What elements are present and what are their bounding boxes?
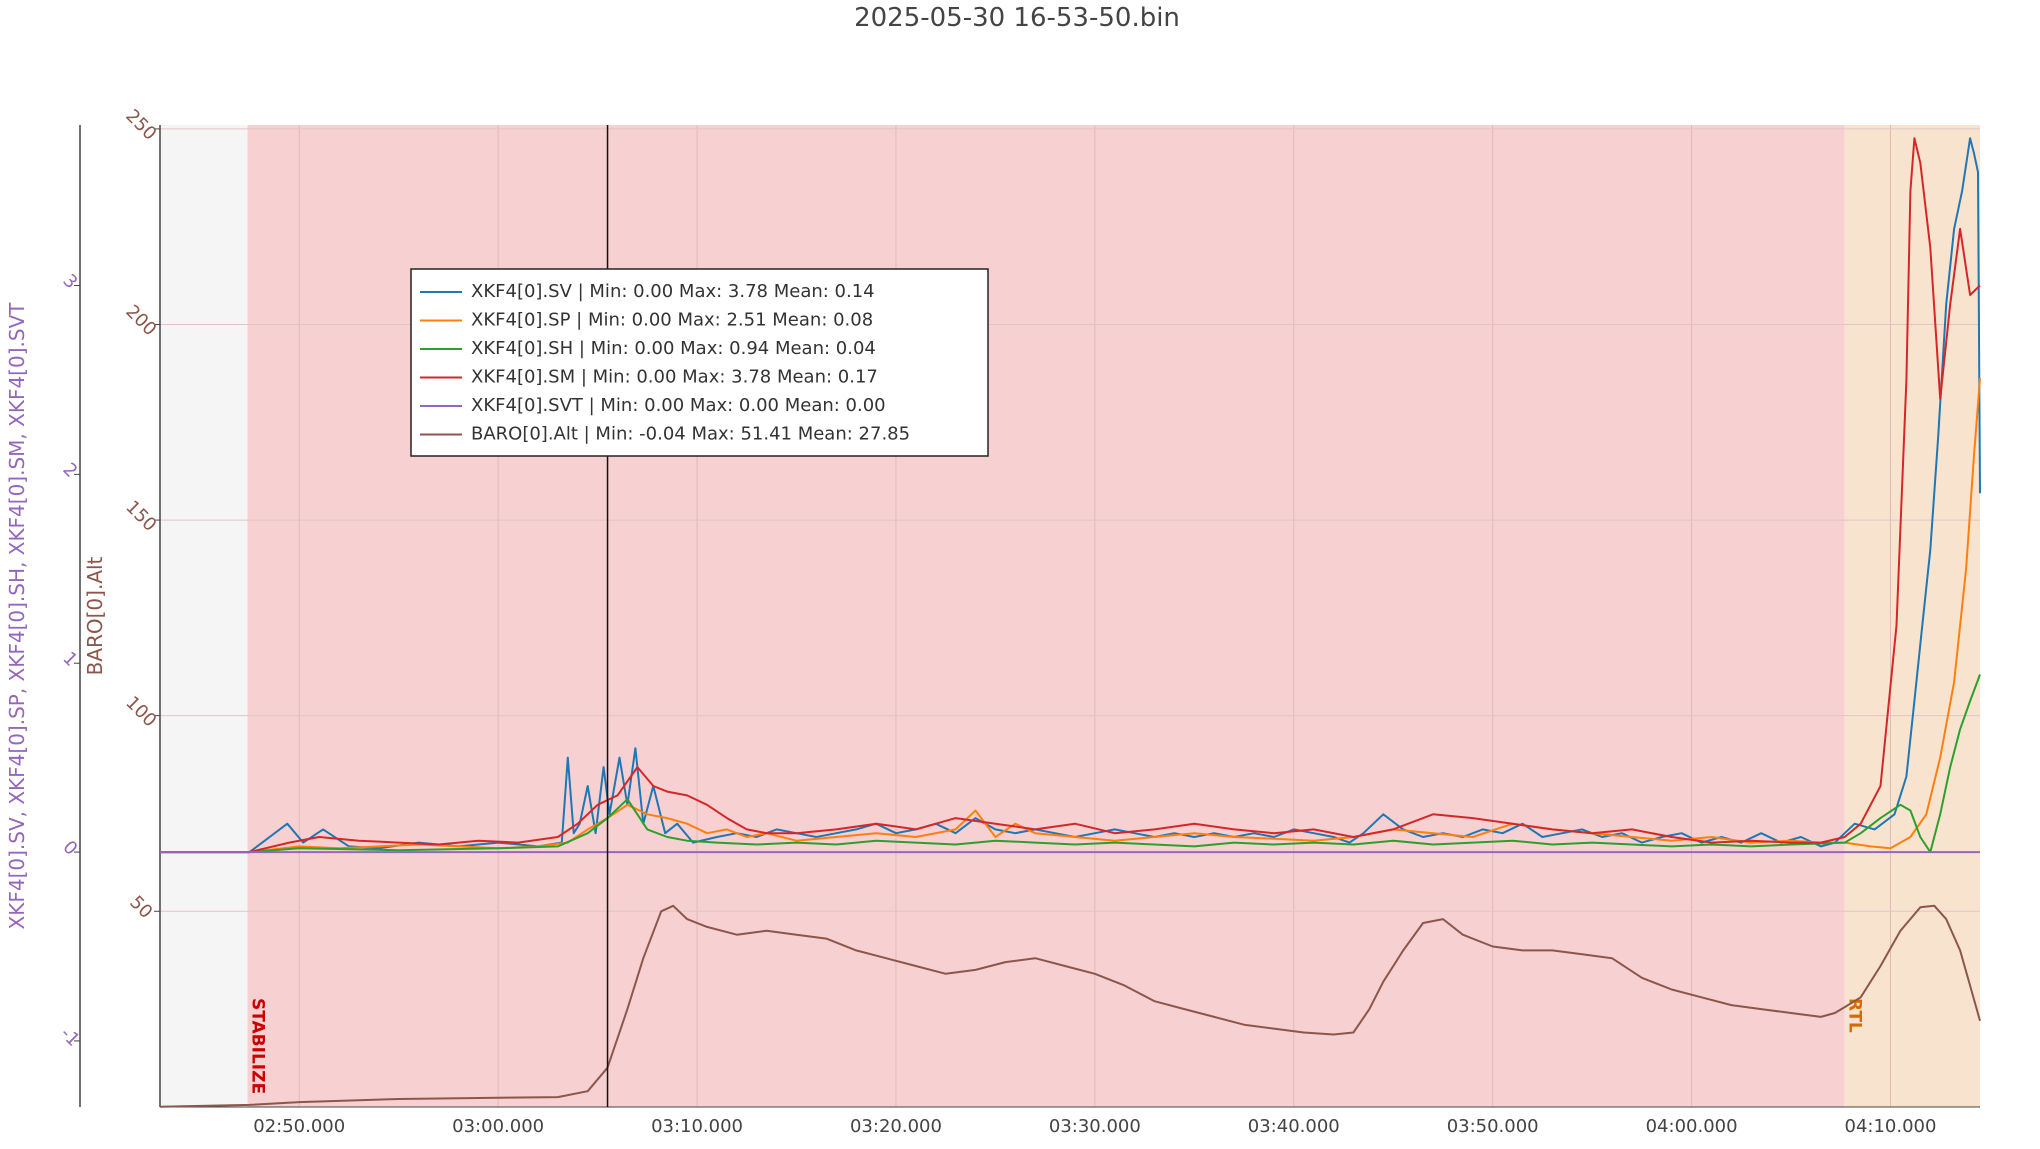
chart-title: 2025-05-30 16-53-50.bin <box>854 3 1180 33</box>
series-line-XKF4[0].SV <box>160 137 1981 854</box>
right-tick-label: 100 <box>121 692 160 731</box>
x-tick-label: 03:20.000 <box>850 1116 942 1137</box>
right-axis-title: BARO[0].Alt <box>83 556 107 675</box>
mode-band-3 <box>1844 125 1980 1107</box>
series-layer <box>159 137 1981 1108</box>
legend-entry: XKF4[0].SV | Min: 0.00 Max: 3.78 Mean: 0… <box>471 281 875 302</box>
x-tick-label: 03:50.000 <box>1447 1116 1539 1137</box>
left-tick-label: 3 <box>58 270 81 293</box>
legend-entry: XKF4[0].SH | Min: 0.00 Max: 0.94 Mean: 0… <box>471 338 876 359</box>
x-axis-ticks: 02:50.000 03:00.000 03:10.000 03:20.000 03:3… <box>253 1116 1936 1137</box>
mode-label: RTL <box>1845 998 1865 1033</box>
left-tick-label: 1 <box>58 648 81 671</box>
legend-entry: XKF4[0].SM | Min: 0.00 Max: 3.78 Mean: 0… <box>471 367 878 388</box>
right-tick-label: 200 <box>121 301 160 340</box>
left-axis-title: XKF4[0].SV, XKF4[0].SP, XKF4[0].SH, XKF4… <box>5 302 29 930</box>
x-tick-label: 03:40.000 <box>1248 1116 1340 1137</box>
left-tick-label: 2 <box>58 459 81 482</box>
x-tick-label: 03:00.000 <box>452 1116 544 1137</box>
legend-entry: XKF4[0].SVT | Min: 0.00 Max: 0.00 Mean: … <box>471 395 886 416</box>
legend: XKF4[0].SV | Min: 0.00 Max: 3.78 Mean: 0… <box>410 268 989 457</box>
x-tick-label: 02:50.000 <box>253 1116 345 1137</box>
series-line-XKF4[0].SH <box>160 674 1981 854</box>
series-line-XKF4[0].SM <box>160 137 1981 854</box>
x-tick-label: 03:10.000 <box>651 1116 743 1137</box>
legend-entry: BARO[0].Alt | Min: -0.04 Max: 51.41 Mean… <box>471 424 910 445</box>
mode-label: STABILIZE <box>248 998 268 1094</box>
right-tick-label: 150 <box>121 497 160 536</box>
right-tick-label: 50 <box>125 892 156 923</box>
right-tick-label: 250 <box>121 105 160 144</box>
left-tick-label: 0 <box>58 837 81 860</box>
legend-box <box>410 268 989 457</box>
series-line-BARO[0].Alt <box>159 904 1981 1108</box>
mode-band-1 <box>160 125 248 1107</box>
x-tick-label: 04:00.000 <box>1646 1116 1738 1137</box>
legend-entry: XKF4[0].SP | Min: 0.00 Max: 2.51 Mean: 0… <box>471 310 873 331</box>
x-tick-label: 04:10.000 <box>1845 1116 1937 1137</box>
right-axis-ticks: 50 100 150 200 250 <box>121 105 160 922</box>
x-tick-label: 03:30.000 <box>1049 1116 1141 1137</box>
